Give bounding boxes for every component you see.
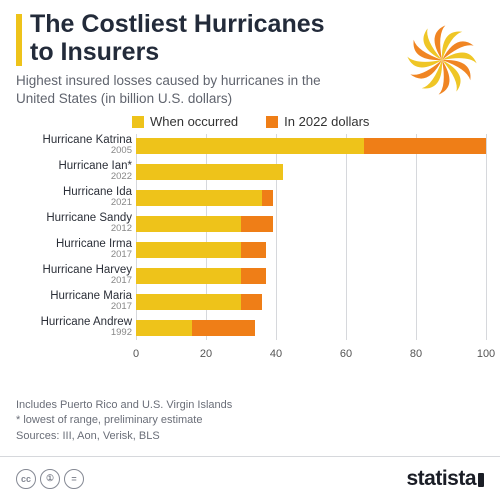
legend-label-occurred: When occurred	[150, 114, 238, 129]
x-axis-tick-label: 40	[270, 348, 282, 360]
bar-chart: 020406080100 Hurricane Katrina2005Hurric…	[16, 134, 486, 392]
statista-logo: statista	[406, 467, 484, 491]
bar-segment-adjusted	[241, 268, 266, 284]
table-row: Hurricane Sandy2012	[16, 212, 486, 238]
table-row: Hurricane Katrina2005	[16, 134, 486, 160]
row-label: Hurricane Harvey2017	[16, 264, 132, 286]
bar-segment-occurred	[136, 320, 192, 336]
bar-segment-adjusted	[364, 138, 487, 154]
x-axis-tick-label: 60	[340, 348, 352, 360]
brand-text: statista	[406, 467, 476, 491]
x-axis-tick-label: 0	[133, 348, 139, 360]
table-row: Hurricane Harvey2017	[16, 264, 486, 290]
legend-item-adjusted: In 2022 dollars	[266, 114, 369, 129]
table-row: Hurricane Ida2021	[16, 186, 486, 212]
hurricane-year: 2021	[16, 198, 132, 208]
table-row: Hurricane Ian*2022	[16, 160, 486, 186]
x-axis-tick-label: 20	[200, 348, 212, 360]
bar-segment-adjusted	[241, 242, 266, 258]
title-accent-bar	[16, 14, 22, 66]
row-label: Hurricane Katrina2005	[16, 134, 132, 156]
hurricane-year: 2017	[16, 250, 132, 260]
bar-segment-occurred	[136, 268, 241, 284]
hurricane-year: 2017	[16, 302, 132, 312]
cc-by-icon: ①	[40, 469, 60, 489]
row-label: Hurricane Sandy2012	[16, 212, 132, 234]
cc-nd-icon: =	[64, 469, 84, 489]
page-title: The Costliest Hurricanes to Insurers	[30, 10, 325, 66]
table-row: Hurricane Maria2017	[16, 290, 486, 316]
title-line-2: to Insurers	[30, 38, 159, 66]
hurricane-year: 2017	[16, 276, 132, 286]
row-label: Hurricane Ida2021	[16, 186, 132, 208]
footer: cc ① = statista	[0, 456, 500, 500]
footnote-line-1: Includes Puerto Rico and U.S. Virgin Isl…	[16, 398, 232, 413]
bar-segment-adjusted	[241, 216, 273, 232]
hurricane-swirl-icon	[406, 24, 478, 96]
row-label: Hurricane Irma2017	[16, 238, 132, 260]
table-row: Hurricane Andrew1992	[16, 316, 486, 342]
footnote-line-2: * lowest of range, preliminary estimate	[16, 413, 232, 428]
bar-segment-adjusted	[192, 320, 255, 336]
bar-segment-adjusted	[241, 294, 262, 310]
cc-license-icons: cc ① =	[16, 469, 84, 489]
hurricane-year: 2012	[16, 224, 132, 234]
bar-segment-occurred	[136, 164, 283, 180]
row-label: Hurricane Maria2017	[16, 290, 132, 312]
bar-segment-occurred	[136, 294, 241, 310]
cc-icon: cc	[16, 469, 36, 489]
bar-segment-occurred	[136, 138, 364, 154]
hurricane-year: 1992	[16, 328, 132, 338]
bar-segment-adjusted	[262, 190, 273, 206]
legend-label-adjusted: In 2022 dollars	[284, 114, 369, 129]
hurricane-year: 2022	[16, 172, 132, 182]
legend-swatch-occurred	[132, 116, 144, 128]
footnote-line-3: Sources: III, Aon, Verisk, BLS	[16, 429, 232, 444]
bar-segment-occurred	[136, 216, 241, 232]
legend: When occurred In 2022 dollars	[132, 114, 369, 129]
subtitle: Highest insured losses caused by hurrica…	[16, 72, 346, 108]
bar-segment-occurred	[136, 190, 262, 206]
hurricane-year: 2005	[16, 146, 132, 156]
brand-mark-icon	[478, 473, 484, 487]
bar-segment-occurred	[136, 242, 241, 258]
legend-swatch-adjusted	[266, 116, 278, 128]
x-axis-tick-label: 80	[410, 348, 422, 360]
gridline	[486, 134, 487, 340]
table-row: Hurricane Irma2017	[16, 238, 486, 264]
x-axis-tick-label: 100	[477, 348, 495, 360]
footnote: Includes Puerto Rico and U.S. Virgin Isl…	[16, 398, 232, 444]
title-line-1: The Costliest Hurricanes	[30, 10, 325, 38]
row-label: Hurricane Andrew1992	[16, 316, 132, 338]
legend-item-occurred: When occurred	[132, 114, 238, 129]
row-label: Hurricane Ian*2022	[16, 160, 132, 182]
